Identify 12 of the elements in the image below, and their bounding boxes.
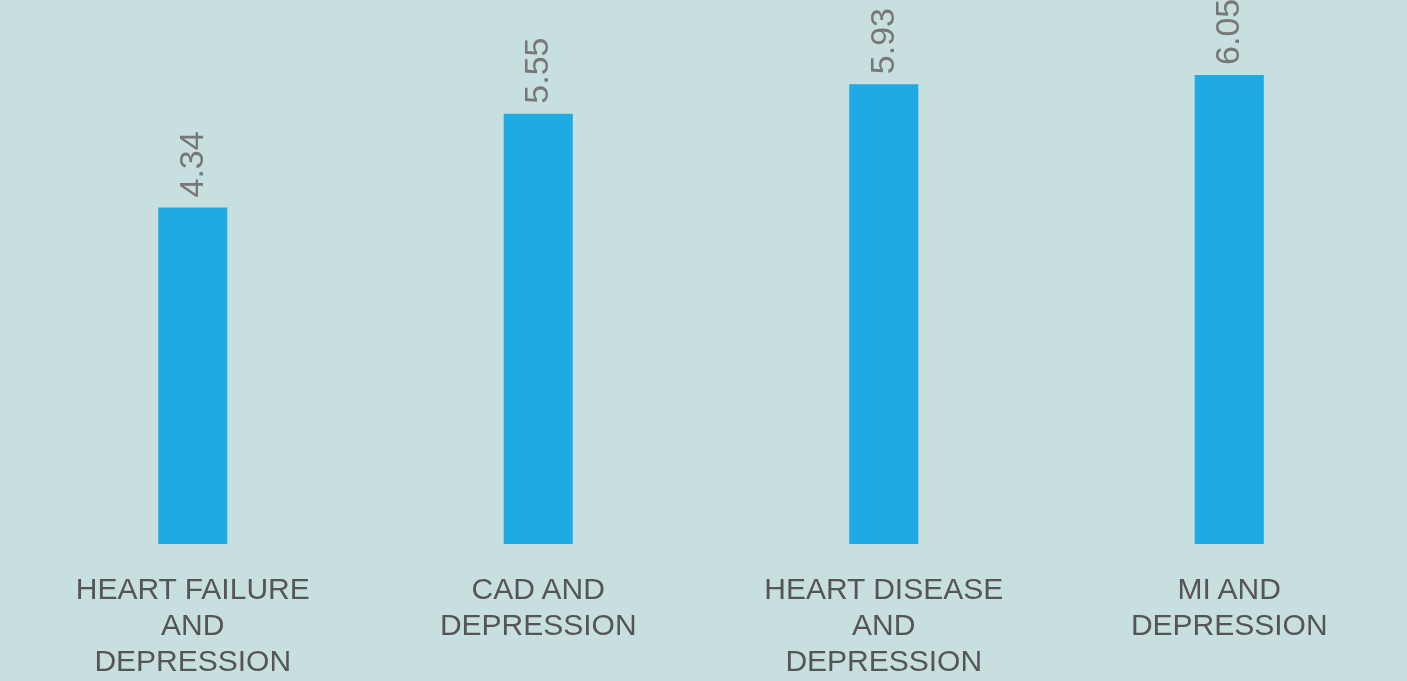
bar (1194, 74, 1264, 544)
x-tick-label: HEART DISEASE AND DEPRESSION (764, 571, 1004, 677)
data-label: 6.05 (1208, 0, 1247, 65)
x-tick-label: CAD AND DEPRESSION (439, 571, 637, 641)
data-label: 5.93 (862, 8, 901, 75)
bar (503, 113, 573, 544)
bar (158, 207, 228, 544)
data-label: 5.55 (517, 37, 556, 104)
bar (849, 84, 919, 544)
x-tick-label: MI AND DEPRESSION (1130, 571, 1328, 641)
x-tick-label: HEART FAILURE AND DEPRESSION (75, 571, 310, 677)
data-label: 4.34 (171, 131, 210, 198)
